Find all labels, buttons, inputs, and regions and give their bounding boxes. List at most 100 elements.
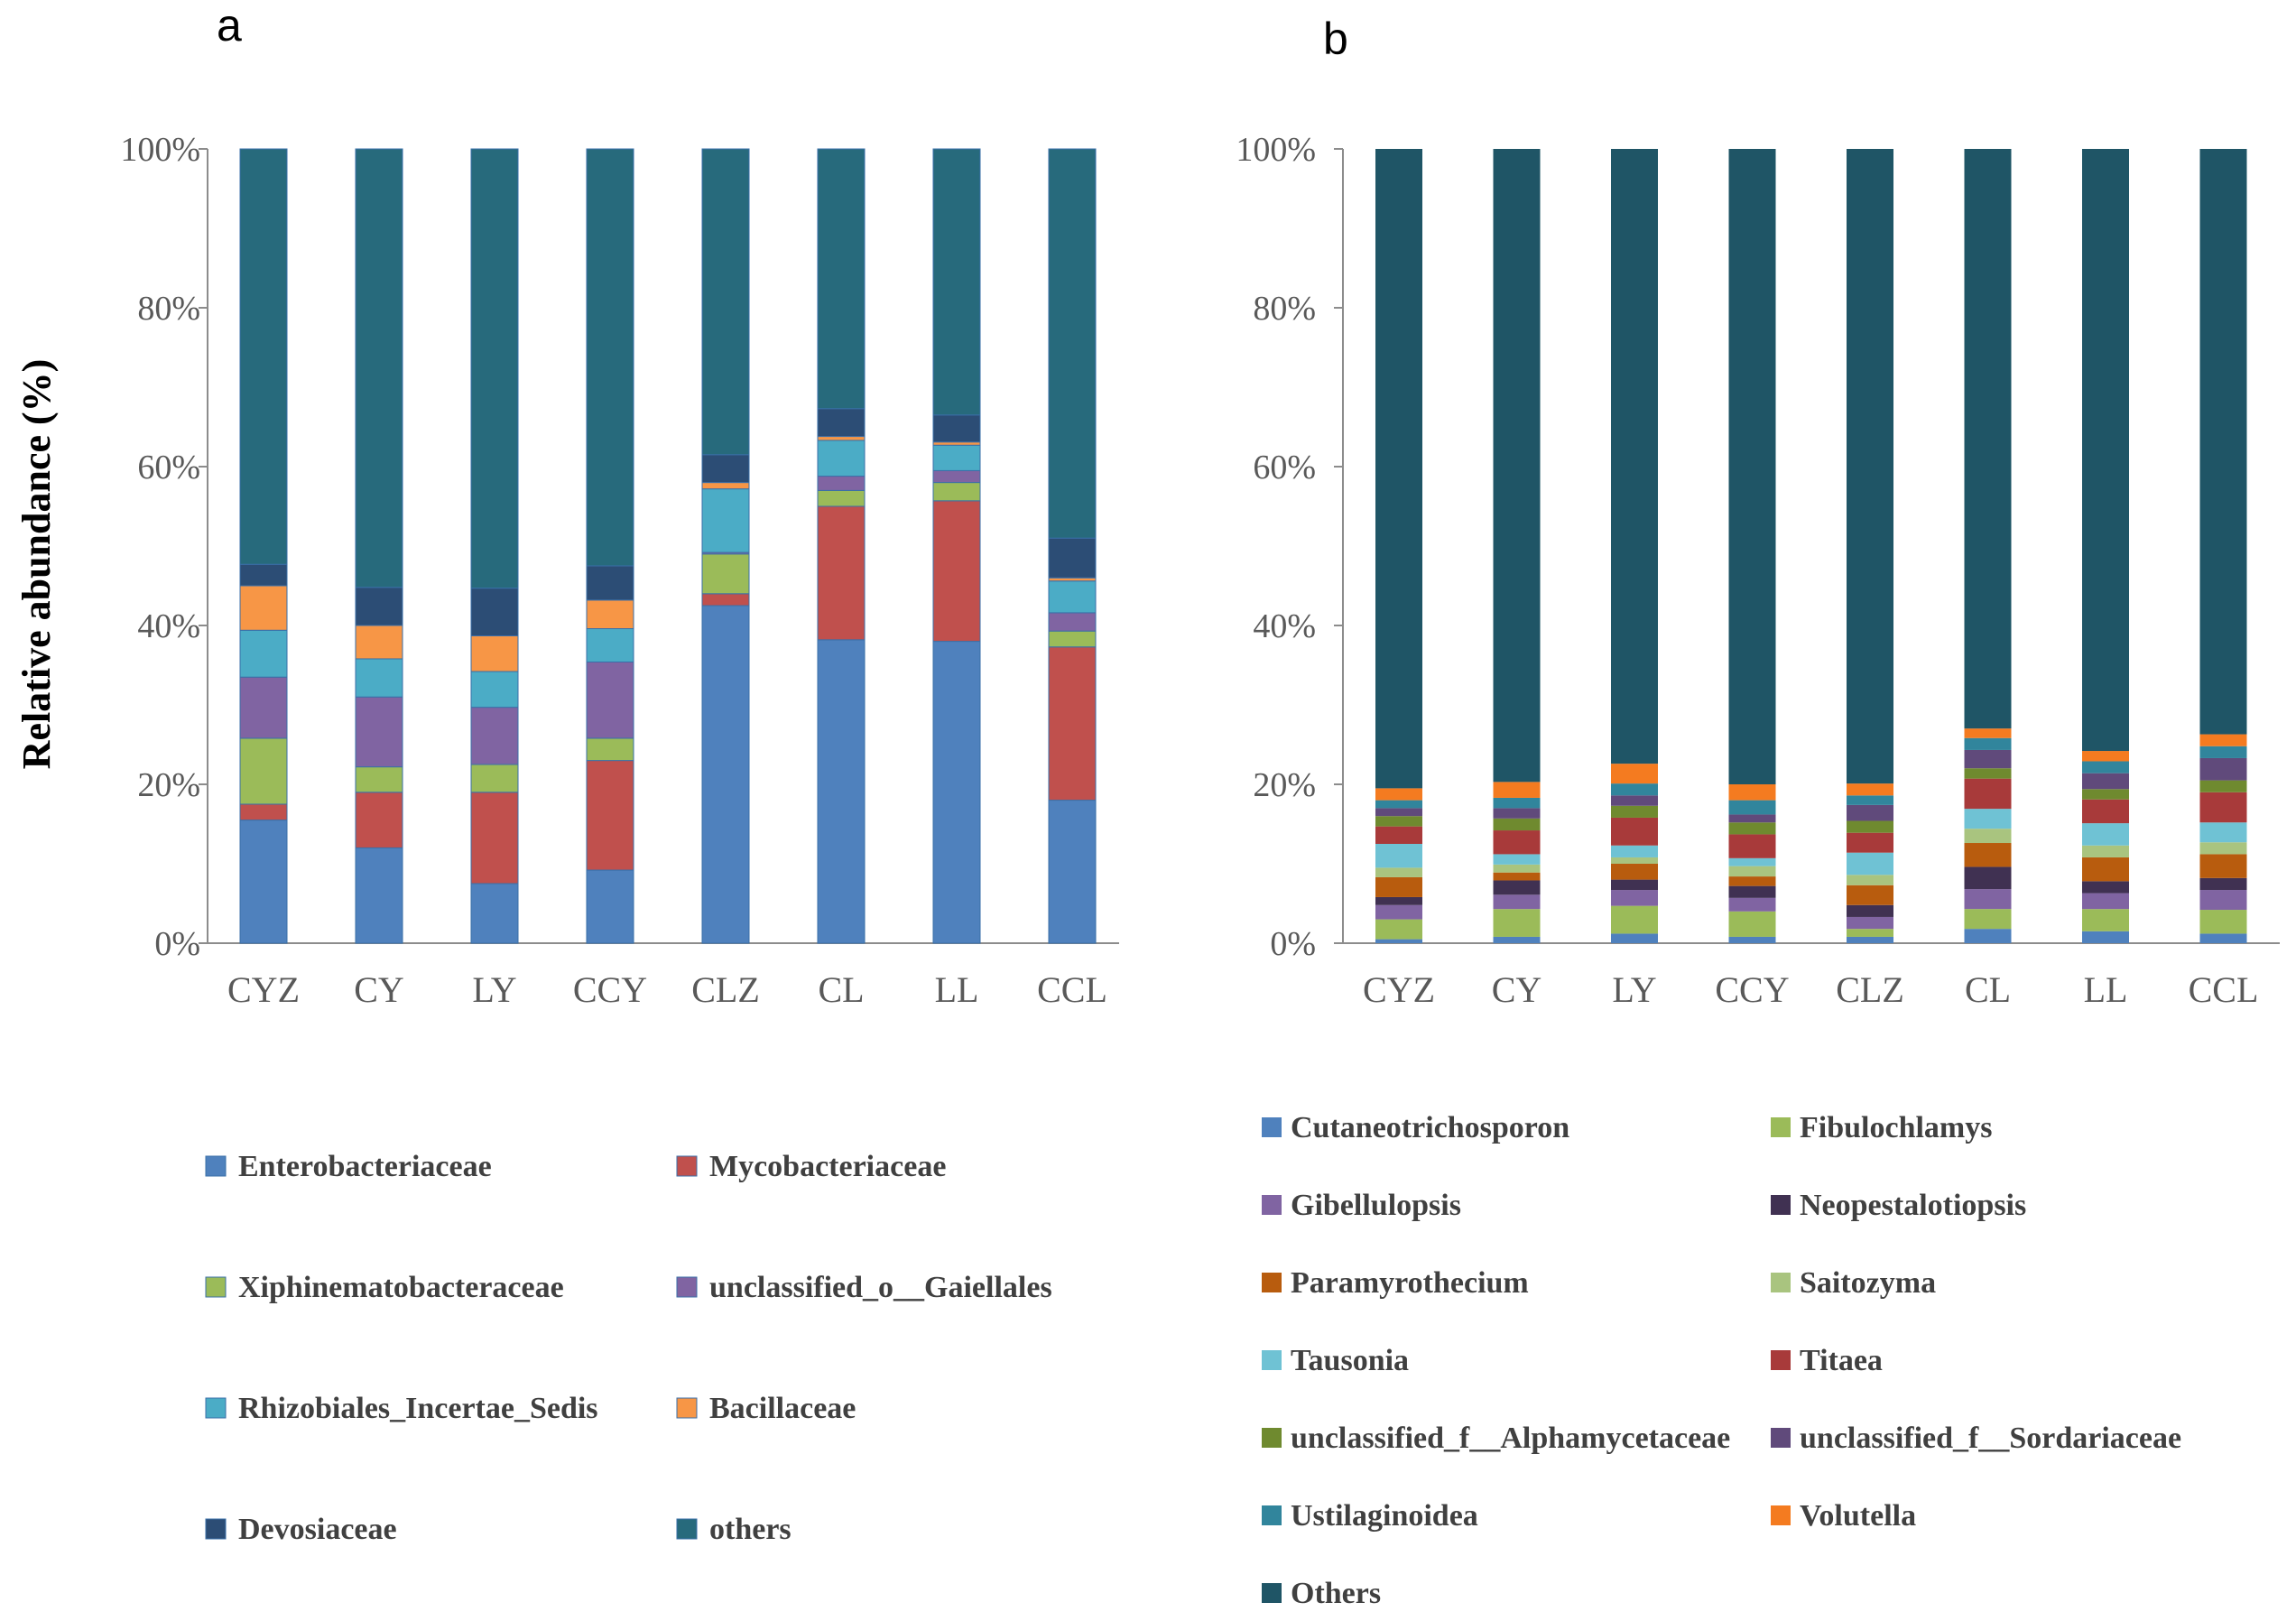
- bar-segment: [1611, 795, 1658, 806]
- bar-segment: [1847, 929, 1893, 937]
- x-tick-label: CL: [1965, 969, 2011, 1010]
- x-tick-label: CY: [1492, 969, 1542, 1010]
- bar-segment: [1375, 800, 1422, 809]
- legend-label: Others: [1291, 1577, 1381, 1610]
- bar-segment: [1964, 737, 2012, 750]
- bar-segment: [1375, 844, 1422, 868]
- bar-segment: [586, 869, 634, 944]
- bar-segment: [1493, 797, 1541, 809]
- bar-segment: [1375, 867, 1422, 877]
- bar-segment: [1375, 808, 1422, 817]
- bar-segment: [1847, 783, 1893, 796]
- bar-segment: [1964, 768, 2012, 779]
- bar-segment: [2199, 792, 2247, 823]
- legend-label: Cutaneotrichosporon: [1291, 1111, 1569, 1144]
- bar-segment: [1964, 866, 2012, 890]
- bar-segment: [1728, 857, 1776, 866]
- bar-segment: [470, 148, 519, 589]
- bar-segment: [1964, 809, 2012, 829]
- panel-b-chart: 0% 20% 40% 60% 80% 100% CYZ CY LY CCY CLZ CL LL CCL: [1236, 131, 2280, 1010]
- bar-segment: [701, 482, 750, 490]
- bar-segment: [2199, 822, 2247, 843]
- bar-segment: [2199, 746, 2247, 758]
- bar-segment: [2082, 773, 2129, 790]
- bar-segment: [470, 635, 519, 672]
- bar-segment: [1493, 864, 1541, 873]
- bar-segment: [817, 639, 866, 944]
- x-tick-label: CCL: [2189, 969, 2259, 1010]
- bar-segment: [1375, 904, 1422, 920]
- bar-segment: [932, 414, 981, 443]
- legend-label: unclassified_f__Sordariaceae: [1800, 1422, 2181, 1455]
- bar-segment: [1611, 905, 1658, 934]
- bar-segment: [355, 847, 403, 944]
- bar-segment: [1728, 784, 1776, 801]
- bar-segment: [2199, 780, 2247, 792]
- bar-segment: [586, 148, 634, 567]
- bar-segment: [1964, 829, 2012, 844]
- bar-segment: [2082, 751, 2129, 762]
- legend-label: Mycobacteriaceae: [709, 1150, 946, 1183]
- bar-segment: [2199, 910, 2247, 934]
- legend-swatch: [1771, 1428, 1791, 1448]
- panel-label-b: b: [1323, 14, 1348, 64]
- legend-swatch: [676, 1155, 698, 1177]
- x-tick-label: CLZ: [1836, 969, 1904, 1010]
- bar-segment: [932, 441, 981, 446]
- legend-label: Neopestalotiopsis: [1800, 1189, 2026, 1222]
- bar-segment: [1493, 880, 1541, 895]
- legend-swatch: [205, 1518, 227, 1540]
- bar-segment: [1964, 843, 2012, 867]
- legend-label: Fibulochlamys: [1800, 1111, 1992, 1144]
- bar-segment: [239, 563, 288, 587]
- bar-segment: [1493, 872, 1541, 881]
- legend-swatch: [1262, 1583, 1282, 1603]
- bar-segment: [586, 599, 634, 630]
- bar-segment: [1728, 814, 1776, 823]
- bar-segment: [1493, 854, 1541, 865]
- y-tick-label: 20%: [1253, 766, 1316, 804]
- legend-swatch: [1771, 1505, 1791, 1525]
- bar-segment: [355, 766, 403, 793]
- bar-segment: [470, 883, 519, 944]
- bar-segment: [239, 676, 288, 739]
- legend-swatch: [1771, 1195, 1791, 1215]
- bar-segment: [932, 148, 981, 416]
- legend-label: Volutella: [1800, 1499, 1916, 1533]
- y-tick-label: 40%: [1253, 607, 1316, 645]
- bar-segment: [2082, 881, 2129, 894]
- bar-segment: [1375, 919, 1422, 940]
- bar-segment: [1847, 916, 1893, 930]
- bar-segment: [932, 641, 981, 944]
- legend-swatch: [205, 1155, 227, 1177]
- x-tick-label: CYZ: [1363, 969, 1435, 1010]
- x-tick-label: LL: [2084, 969, 2128, 1010]
- legend-swatch: [1262, 1117, 1282, 1137]
- bar-segment: [239, 629, 288, 678]
- bar-segment: [1728, 885, 1776, 898]
- legend-swatch: [205, 1397, 227, 1419]
- bar-segment: [470, 707, 519, 765]
- bar-segment: [1728, 834, 1776, 858]
- bar-segment: [701, 593, 750, 607]
- legend-swatch: [1771, 1117, 1791, 1137]
- legend-label: Devosiaceae: [238, 1513, 397, 1546]
- bar-segment: [817, 440, 866, 477]
- bar-segment: [2082, 845, 2129, 857]
- y-tick-label: 0%: [154, 925, 200, 963]
- bar-segment: [2082, 149, 2129, 752]
- bar-segment: [2082, 857, 2129, 882]
- legend-b: Cutaneotrichosporon Fibulochlamys Gibellul…: [1262, 1111, 2181, 1610]
- bar-segment: [1611, 845, 1658, 857]
- bar-segment: [1728, 911, 1776, 937]
- bar-segment: [1375, 826, 1422, 844]
- y-tick-label: 100%: [120, 131, 200, 169]
- bar-segment: [932, 482, 981, 502]
- bar-segment: [586, 760, 634, 871]
- bar-segment: [1728, 936, 1776, 943]
- bar-segment: [2199, 149, 2247, 735]
- bar-segment: [1964, 929, 2012, 943]
- bar-segment: [470, 671, 519, 709]
- bar-segment: [817, 436, 866, 441]
- bar-segment: [355, 792, 403, 848]
